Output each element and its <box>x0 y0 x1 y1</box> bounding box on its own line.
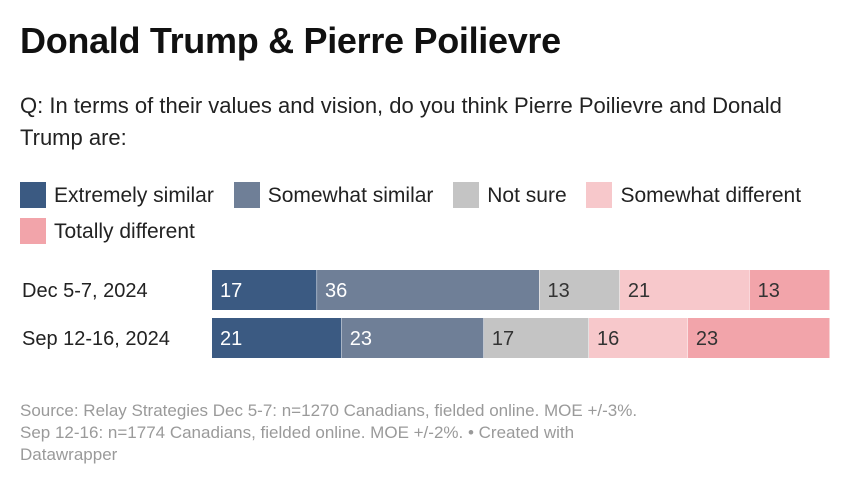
bar-value-label: 23 <box>350 328 372 350</box>
legend-label: Somewhat similar <box>267 184 434 207</box>
bar-value-label: 13 <box>758 280 780 302</box>
legend-label: Totally different <box>54 220 195 243</box>
chart-title: Donald Trump & Pierre Poilievre <box>20 20 561 61</box>
legend-item-somewhat-similar: Somewhat similar <box>233 182 434 208</box>
bar-value-label: 21 <box>628 280 650 302</box>
bar-value-label: 13 <box>548 280 570 302</box>
footer-source-line-1: Source: Relay Strategies Dec 5-7: n=1270… <box>20 401 638 420</box>
bar-value-label: 23 <box>696 328 718 350</box>
legend-swatch-not-sure <box>453 182 480 208</box>
row-label: Sep 12-16, 2024 <box>22 328 170 350</box>
legend-item-totally-different: Totally different <box>20 218 195 244</box>
legend-swatch-totally-different <box>20 218 46 244</box>
bar-segment <box>341 318 484 358</box>
bar-segment <box>588 318 688 358</box>
bar-segment <box>212 270 317 310</box>
bar-segment <box>539 270 620 310</box>
legend-label: Somewhat different <box>620 184 802 207</box>
legend-item-somewhat-different: Somewhat different <box>586 182 802 208</box>
bar-value-label: 17 <box>492 328 514 350</box>
chart-footer: Source: Relay Strategies Dec 5-7: n=1270… <box>20 400 820 466</box>
legend-swatch-extremely-similar <box>20 182 46 208</box>
legend-swatch-somewhat-different <box>586 182 613 208</box>
bar-value-label: 21 <box>220 328 242 350</box>
row-label: Dec 5-7, 2024 <box>22 280 148 302</box>
legend-item-not-sure: Not sure <box>453 182 567 208</box>
chart-subtitle: Q: In terms of their values and vision, … <box>20 93 782 150</box>
legend-item-extremely-similar: Extremely similar <box>20 182 214 208</box>
legend-label: Not sure <box>487 184 567 207</box>
bar-value-label: 17 <box>220 280 242 302</box>
bar-value-label: 36 <box>325 280 347 302</box>
bar-segment <box>317 270 540 310</box>
legend: Extremely similar Somewhat similar Not s… <box>20 178 840 250</box>
footer-source-line-2: Sep 12-16: n=1774 Canadians, fielded onl… <box>20 423 575 442</box>
bar-segment <box>619 270 750 310</box>
legend-swatch-somewhat-similar <box>233 182 260 208</box>
bar-segment <box>749 270 830 310</box>
legend-label: Extremely similar <box>54 184 214 207</box>
stacked-bar-chart: Dec 5-7, 2024 17 36 13 21 13 Sep 12-16, 2024 21… <box>22 270 830 358</box>
bar-segment <box>212 318 342 358</box>
bar-value-label: 16 <box>597 328 619 350</box>
bar-segment <box>483 318 589 358</box>
bar-segment <box>687 318 830 358</box>
footer-credit: Datawrapper <box>20 445 118 464</box>
